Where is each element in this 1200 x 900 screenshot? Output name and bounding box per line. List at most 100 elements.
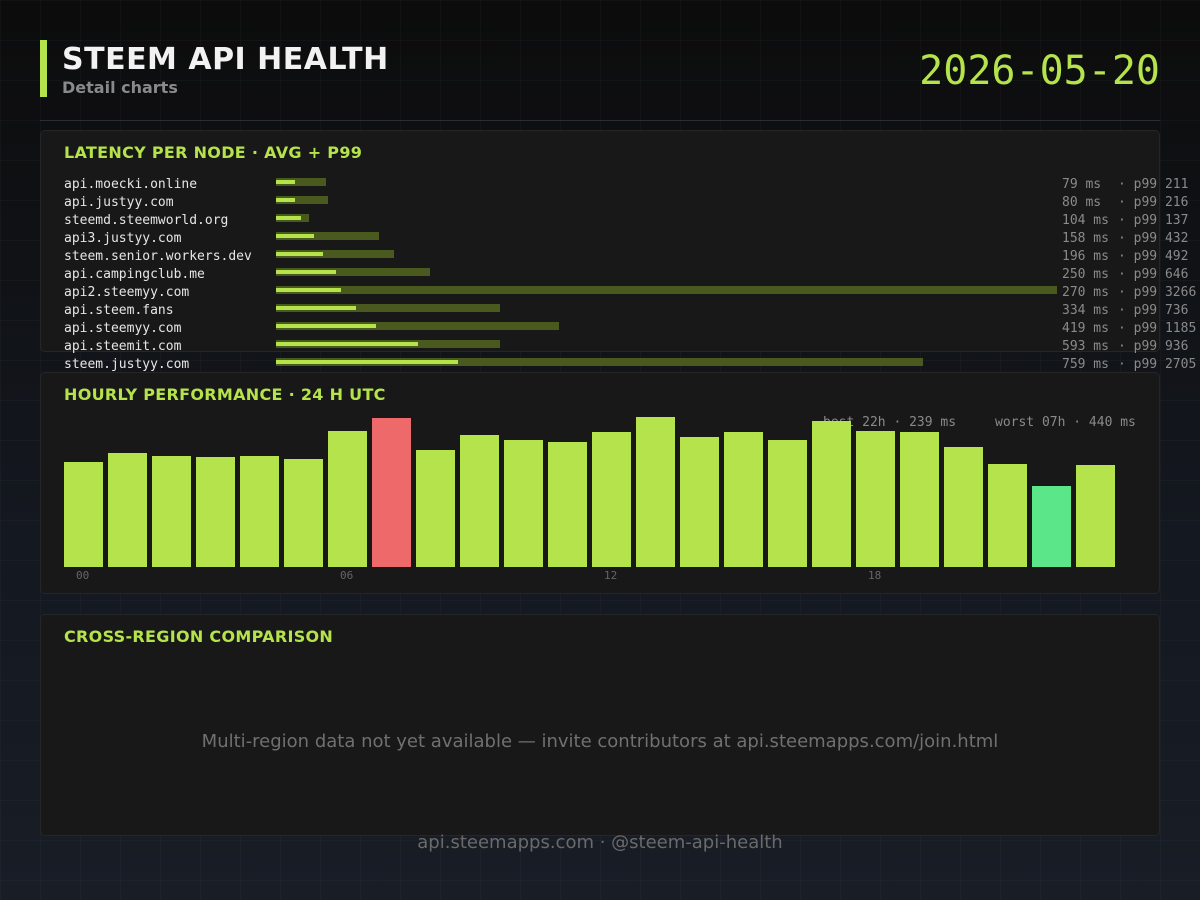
latency-row: steem.senior.workers.dev 196 ms · p99 492 xyxy=(64,247,1200,265)
hour-bar-10 xyxy=(504,440,543,567)
p99-value: · p99 3266 xyxy=(1118,285,1197,300)
avg-bar xyxy=(276,342,418,346)
p99-value: · p99 1185 xyxy=(1118,321,1197,336)
p99-value: · p99 211 xyxy=(1118,177,1189,192)
report-date: 2026-05-20 xyxy=(919,48,1160,94)
hour-bar-20 xyxy=(944,446,983,567)
hour-tick-label: 12 xyxy=(604,569,618,582)
latency-row: api.steem.fans 334 ms · p99 736 xyxy=(64,301,1200,319)
hour-bar-14 xyxy=(680,436,719,567)
latency-value-label: 250 ms · p99 646 xyxy=(1062,267,1188,282)
latency-row: steemd.steemworld.org 104 ms · p99 137 xyxy=(64,211,1200,229)
p99-value: · p99 736 xyxy=(1118,303,1189,318)
latency-row: api.steemit.com 593 ms · p99 936 xyxy=(64,337,1200,355)
hour-bar-17 xyxy=(812,421,851,567)
cross-region-panel: CROSS-REGION COMPARISON xyxy=(40,614,1160,836)
p99-value: · p99 137 xyxy=(1118,213,1189,228)
hour-bar-04 xyxy=(240,455,279,567)
latency-row: api.justyy.com 80 ms · p99 216 xyxy=(64,193,1200,211)
latency-row: api.steemyy.com 419 ms · p99 1185 xyxy=(64,319,1200,337)
p99-bar xyxy=(276,358,923,366)
avg-value: 334 ms xyxy=(1062,303,1109,318)
avg-bar xyxy=(276,324,377,328)
avg-value: 270 ms xyxy=(1062,285,1109,300)
node-name-label: api.steemyy.com xyxy=(64,321,182,336)
hour-bar-05 xyxy=(284,459,323,567)
avg-value: 759 ms xyxy=(1062,357,1109,372)
hour-bar-06 xyxy=(328,430,367,567)
latency-row: api3.justyy.com 158 ms · p99 432 xyxy=(64,229,1200,247)
avg-bar xyxy=(276,198,296,202)
p99-value: · p99 432 xyxy=(1118,231,1189,246)
hour-bar-13 xyxy=(636,417,675,567)
node-name-label: api.campingclub.me xyxy=(64,267,205,282)
hour-bar-11 xyxy=(548,441,587,567)
avg-value: 79 ms xyxy=(1062,177,1102,192)
avg-bar xyxy=(276,252,323,256)
page-title: STEEM API HEALTH xyxy=(62,42,389,77)
hourly-panel-title: HOURLY PERFORMANCE · 24 H UTC xyxy=(64,385,386,404)
latency-row: api.moecki.online 79 ms · p99 211 xyxy=(64,175,1200,193)
node-name-label: api3.justyy.com xyxy=(64,231,182,246)
hour-bar-23 xyxy=(1076,465,1115,567)
hour-bar-02 xyxy=(152,455,191,567)
footer-links: api.steemapps.com · @steem-api-health xyxy=(417,832,783,853)
node-name-label: api2.steemyy.com xyxy=(64,285,190,300)
latency-value-label: 334 ms · p99 736 xyxy=(1062,303,1188,318)
avg-value: 80 ms xyxy=(1062,195,1102,210)
page-subtitle: Detail charts xyxy=(62,78,178,97)
latency-value-label: 593 ms · p99 936 xyxy=(1062,339,1188,354)
avg-bar xyxy=(276,270,336,274)
hour-bar-00 xyxy=(64,462,103,567)
latency-value-label: 104 ms · p99 137 xyxy=(1062,213,1188,228)
node-name-label: steem.senior.workers.dev xyxy=(64,249,252,264)
cross-region-panel-title: CROSS-REGION COMPARISON xyxy=(64,627,334,646)
title-accent-bar xyxy=(40,40,47,97)
hour-bar-16 xyxy=(768,439,807,567)
hour-bar-09 xyxy=(460,435,499,567)
p99-value: · p99 936 xyxy=(1118,339,1189,354)
latency-panel-title: LATENCY PER NODE · AVG + P99 xyxy=(64,143,363,162)
hour-tick-label: 00 xyxy=(76,569,90,582)
avg-bar xyxy=(276,306,356,310)
latency-panel: LATENCY PER NODE · AVG + P99 xyxy=(40,130,1160,352)
hour-bar-07 xyxy=(372,418,411,567)
latency-value-label: 80 ms · p99 216 xyxy=(1062,195,1188,210)
avg-bar xyxy=(276,234,314,238)
avg-bar xyxy=(276,360,458,364)
avg-value: 104 ms xyxy=(1062,213,1109,228)
avg-bar xyxy=(276,180,295,184)
hour-tick-label: 18 xyxy=(868,569,882,582)
latency-row: steem.justyy.com 759 ms · p99 2705 xyxy=(64,355,1200,373)
p99-value: · p99 216 xyxy=(1118,195,1189,210)
latency-value-label: 79 ms · p99 211 xyxy=(1062,177,1188,192)
hour-bar-22 xyxy=(1032,486,1071,567)
node-name-label: steem.justyy.com xyxy=(64,357,190,372)
latency-row: api2.steemyy.com 270 ms · p99 3266 xyxy=(64,283,1200,301)
p99-bar xyxy=(276,232,380,240)
p99-bar xyxy=(276,286,1057,294)
p99-value: · p99 492 xyxy=(1118,249,1189,264)
p99-value: · p99 2705 xyxy=(1118,357,1197,372)
avg-value: 158 ms xyxy=(1062,231,1109,246)
node-name-label: api.justyy.com xyxy=(64,195,174,210)
hour-bar-08 xyxy=(416,449,455,567)
avg-bar xyxy=(276,216,301,220)
cross-region-empty-message: Multi-region data not yet available — in… xyxy=(201,731,999,752)
latency-value-label: 270 ms · p99 3266 xyxy=(1062,285,1196,300)
latency-value-label: 419 ms · p99 1185 xyxy=(1062,321,1196,336)
avg-value: 419 ms xyxy=(1062,321,1109,336)
node-name-label: api.steem.fans xyxy=(64,303,174,318)
p99-bar xyxy=(276,304,500,312)
header-divider xyxy=(40,120,1160,121)
hour-bar-18 xyxy=(856,430,895,567)
latency-row: api.campingclub.me 250 ms · p99 646 xyxy=(64,265,1200,283)
node-name-label: api.steemit.com xyxy=(64,339,182,354)
worst-hour-label: worst 07h · 440 ms xyxy=(995,415,1136,430)
hour-bar-19 xyxy=(900,432,939,567)
hour-bar-03 xyxy=(196,456,235,567)
p99-bar xyxy=(276,178,327,186)
p99-bar xyxy=(276,268,431,276)
hour-bar-21 xyxy=(988,463,1027,567)
node-name-label: steemd.steemworld.org xyxy=(64,213,229,228)
